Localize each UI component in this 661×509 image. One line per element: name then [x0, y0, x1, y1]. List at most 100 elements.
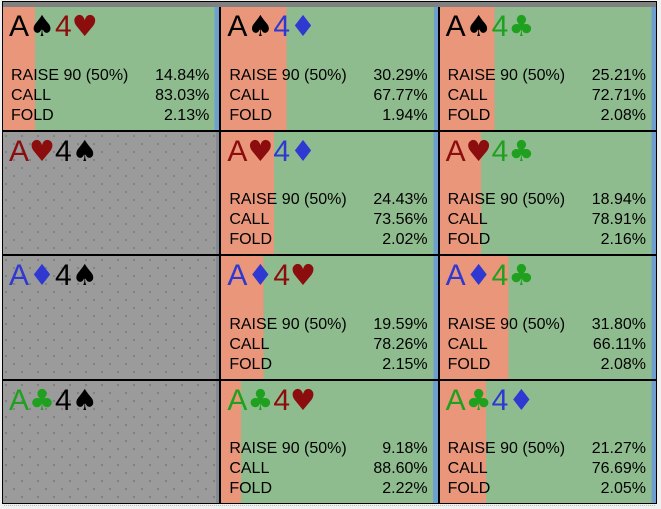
call-value: 78.91%: [591, 211, 646, 228]
raise-label: RAISE 90 (50%): [229, 66, 347, 84]
hand-cell[interactable]: A♥4♦ RAISE 90 (50%) 24.43% CALL 73.56% F…: [221, 131, 438, 254]
raise-label: RAISE 90 (50%): [447, 66, 566, 84]
fold-label: FOLD: [11, 106, 54, 124]
card1-rank: A: [227, 134, 248, 168]
card2-rank: 4: [273, 134, 291, 168]
raise-row: RAISE 90 (50%) 21.27%: [448, 439, 646, 459]
raise-value: 24.43%: [373, 191, 428, 208]
fold-value: 2.08%: [600, 106, 646, 124]
fold-value: 2.02%: [382, 231, 428, 248]
raise-value: 21.27%: [591, 440, 646, 457]
raise-label: RAISE 90 (50%): [229, 315, 347, 333]
hand-cell[interactable]: A♠4♣ RAISE 90 (50%) 25.21% CALL 72.71% F…: [439, 7, 656, 130]
call-value: 78.26%: [373, 335, 428, 353]
fold-label: FOLD: [229, 480, 272, 497]
card1-suit-icon: ♠: [247, 9, 274, 43]
hand-label: A♣4♠: [9, 383, 98, 418]
fold-label: FOLD: [447, 355, 491, 373]
fold-label: FOLD: [447, 106, 491, 124]
raise-row: RAISE 90 (50%) 24.43%: [229, 190, 427, 210]
card1-rank: A: [445, 259, 466, 292]
strategy-stats: RAISE 90 (50%) 18.94% CALL 78.91% FOLD 2…: [448, 190, 646, 250]
hand-cell[interactable]: A♣4♦ RAISE 90 (50%) 21.27% CALL 76.69% F…: [439, 380, 656, 503]
hand-label: A♦4♠: [9, 258, 98, 293]
raise-row: RAISE 90 (50%) 25.21%: [448, 66, 646, 86]
raise-label: RAISE 90 (50%): [229, 191, 347, 208]
hand-label: A♣4♥: [227, 383, 316, 418]
hand-cell[interactable]: A♠4♦ RAISE 90 (50%) 30.29% CALL 67.77% F…: [221, 7, 438, 130]
hand-label: A♦4♥: [227, 258, 316, 293]
call-value: 66.11%: [592, 335, 646, 353]
card2-rank: 4: [273, 259, 291, 292]
hand-cell[interactable]: A♦4♥ RAISE 90 (50%) 19.59% CALL 78.26% F…: [221, 256, 438, 379]
card2-rank: 4: [55, 383, 72, 417]
call-row: CALL 66.11%: [448, 335, 646, 355]
card1-suit-icon: ♥: [247, 133, 274, 168]
fold-row: FOLD 2.08%: [448, 106, 646, 126]
card2-rank: 4: [491, 383, 509, 417]
fold-value: 2.08%: [600, 355, 646, 373]
strategy-stats: RAISE 90 (50%) 30.29% CALL 67.77% FOLD 1…: [229, 66, 427, 126]
hand-label: A♥4♣: [446, 134, 535, 169]
call-label: CALL: [447, 86, 488, 104]
card1-suit-icon: ♦: [29, 258, 56, 292]
fold-row: FOLD 1.94%: [229, 106, 427, 126]
card1-suit-icon: ♣: [29, 382, 56, 417]
fold-label: FOLD: [229, 231, 272, 248]
fold-value: 2.22%: [382, 480, 428, 497]
card1-suit-icon: ♠: [29, 9, 56, 43]
card2-suit-icon: ♥: [290, 258, 317, 292]
fold-value: 1.94%: [382, 106, 428, 124]
fold-label: FOLD: [447, 480, 491, 497]
raise-value: 25.21%: [591, 66, 646, 84]
card1-rank: A: [445, 10, 466, 43]
card2-rank: 4: [273, 383, 291, 417]
call-value: 88.60%: [373, 460, 428, 477]
card2-suit-icon: ♣: [508, 9, 535, 43]
card2-suit-icon: ♦: [290, 9, 317, 43]
fold-label: FOLD: [229, 355, 272, 373]
card2-suit-icon: ♠: [71, 133, 98, 168]
combo-matrix: A♠4♥ RAISE 90 (50%) 14.84% CALL 83.03% F…: [3, 7, 656, 503]
call-row: CALL 78.91%: [448, 210, 646, 230]
card2-suit-icon: ♦: [508, 382, 535, 417]
hand-label: A♠4♣: [446, 9, 535, 44]
matrix-header-strip: [3, 2, 656, 7]
card1-suit-icon: ♦: [247, 258, 274, 292]
raise-row: RAISE 90 (50%) 30.29%: [229, 66, 427, 86]
card1-suit-icon: ♣: [247, 382, 274, 417]
hand-cell[interactable]: A♠4♥ RAISE 90 (50%) 14.84% CALL 83.03% F…: [3, 7, 220, 130]
card2-suit-icon: ♦: [290, 133, 317, 168]
fold-value: 2.13%: [163, 106, 210, 124]
call-value: 73.56%: [373, 211, 428, 228]
card1-rank: A: [9, 383, 30, 417]
raise-row: RAISE 90 (50%) 14.84%: [11, 66, 209, 86]
hand-cell[interactable]: A♣4♠: [3, 380, 220, 503]
card1-suit-icon: ♠: [465, 9, 492, 43]
raise-value: 9.18%: [382, 440, 428, 457]
raise-row: RAISE 90 (50%) 18.94%: [448, 190, 646, 210]
raise-label: RAISE 90 (50%): [447, 315, 566, 333]
card2-rank: 4: [491, 10, 509, 43]
fold-label: FOLD: [447, 231, 491, 248]
hand-label: A♣4♦: [446, 383, 535, 418]
strategy-stats: RAISE 90 (50%) 31.80% CALL 66.11% FOLD 2…: [448, 315, 646, 375]
call-row: CALL 67.77%: [229, 86, 427, 106]
card1-rank: A: [227, 383, 248, 417]
hand-cell[interactable]: A♥4♣ RAISE 90 (50%) 18.94% CALL 78.91% F…: [439, 131, 656, 254]
call-label: CALL: [447, 335, 488, 353]
card1-rank: A: [227, 259, 248, 292]
card2-rank: 4: [55, 134, 72, 168]
hand-cell[interactable]: A♦4♣ RAISE 90 (50%) 31.80% CALL 66.11% F…: [439, 256, 656, 379]
hand-cell[interactable]: A♥4♠: [3, 131, 220, 254]
strategy-stats: RAISE 90 (50%) 24.43% CALL 73.56% FOLD 2…: [229, 190, 427, 250]
fold-row: FOLD 2.16%: [448, 230, 646, 250]
hand-cell[interactable]: A♦4♠: [3, 256, 220, 379]
hand-cell[interactable]: A♣4♥ RAISE 90 (50%) 9.18% CALL 88.60% FO…: [221, 380, 438, 503]
hand-label: A♦4♣: [446, 258, 535, 293]
card1-rank: A: [445, 134, 466, 168]
card1-rank: A: [9, 259, 30, 292]
call-row: CALL 73.56%: [229, 210, 427, 230]
call-label: CALL: [229, 86, 270, 104]
fold-row: FOLD 2.02%: [229, 230, 427, 250]
